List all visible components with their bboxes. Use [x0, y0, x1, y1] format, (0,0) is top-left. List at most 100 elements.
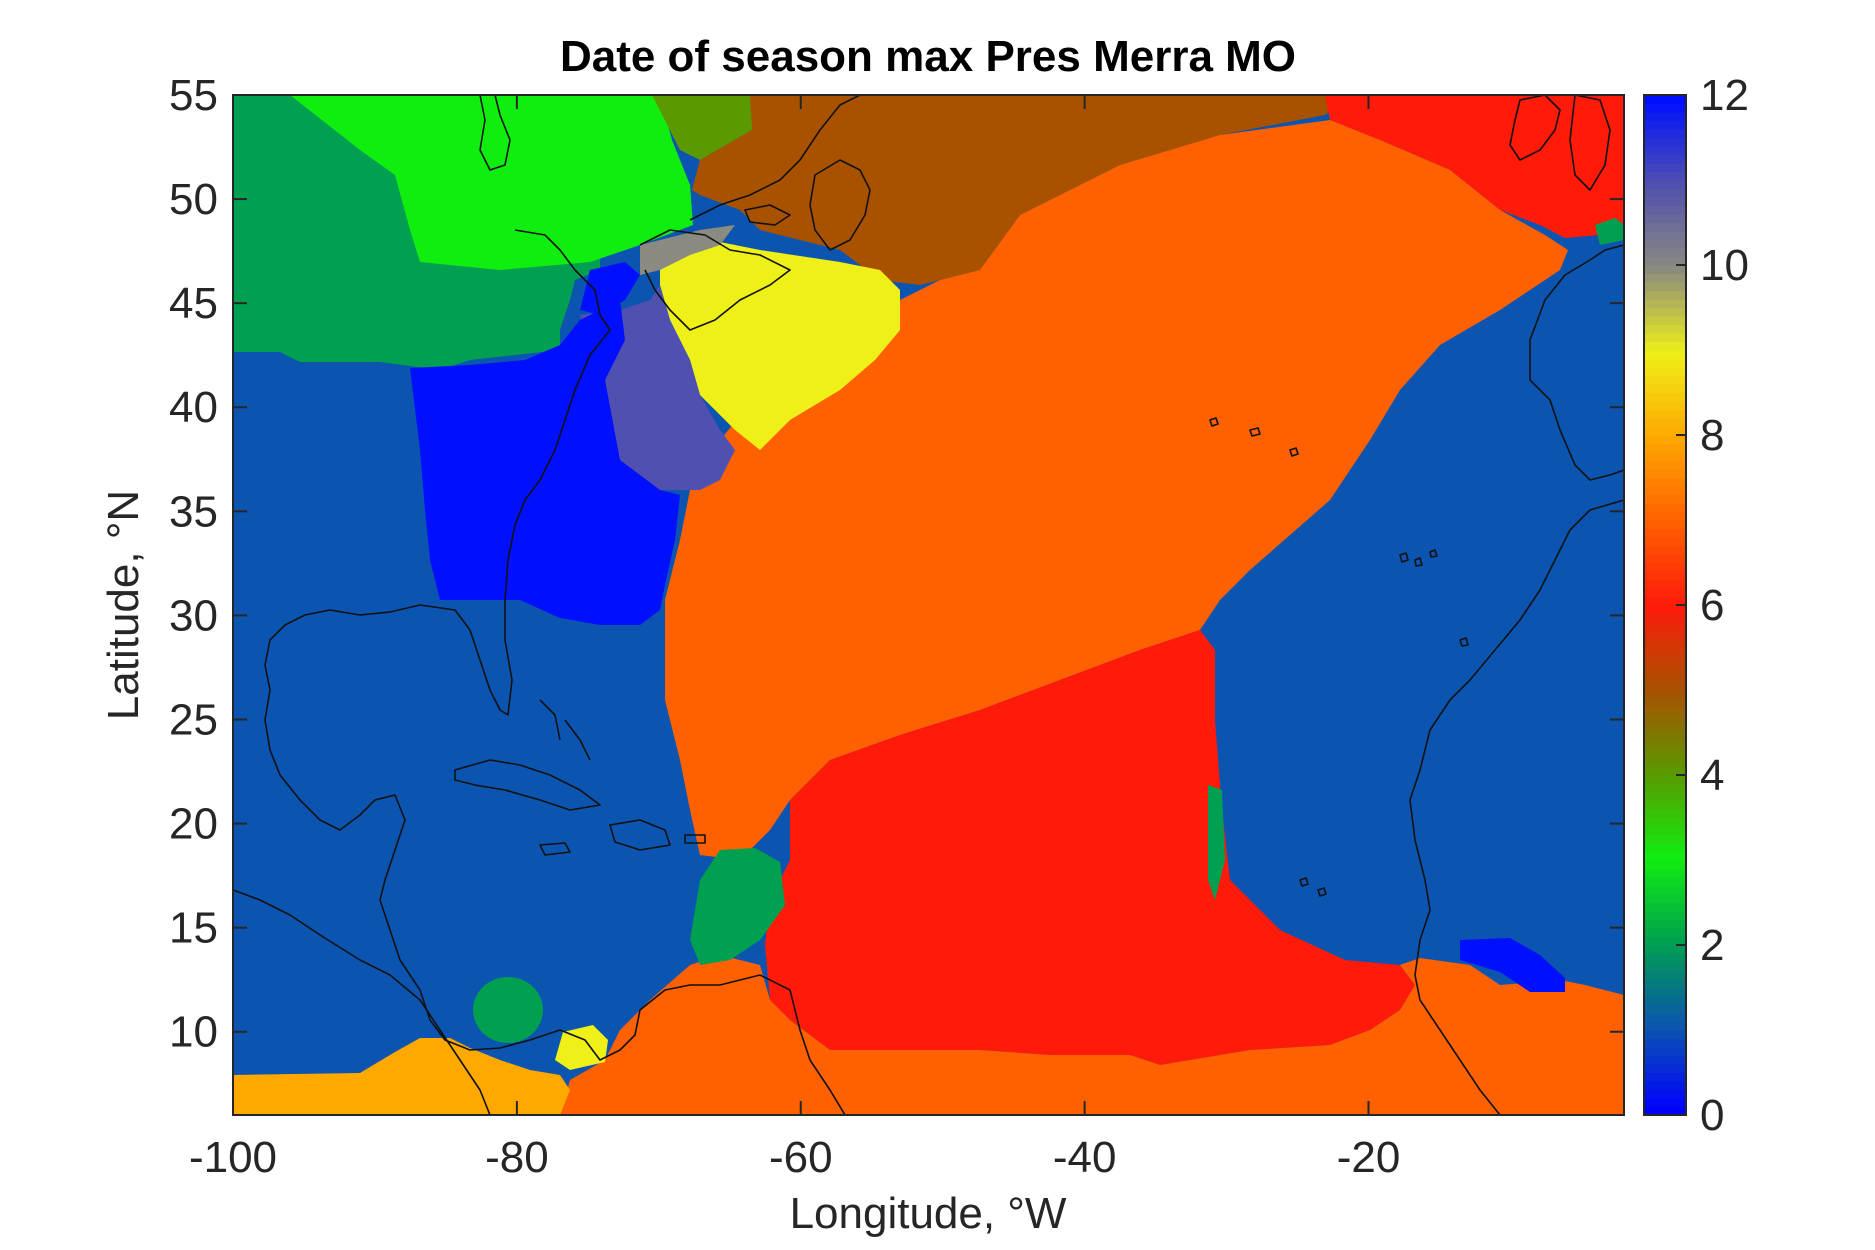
colorbar-band — [1644, 256, 1686, 266]
colorbar-band — [1644, 341, 1686, 351]
x-axis-label: Longitude, °W — [790, 1189, 1067, 1238]
colorbar-band — [1644, 987, 1686, 997]
x-axis: -100 -80 -60 -40 -20 — [189, 95, 1400, 1182]
colorbar-band — [1644, 817, 1686, 827]
colorbar-band — [1644, 418, 1686, 428]
colorbar-band — [1644, 392, 1686, 402]
colorbar-band — [1644, 1055, 1686, 1065]
colorbar-band — [1644, 460, 1686, 470]
colorbar-band — [1644, 324, 1686, 334]
colorbar-band — [1644, 239, 1686, 249]
colorbar-band — [1644, 953, 1686, 963]
colorbar-band — [1644, 996, 1686, 1006]
colorbar-band — [1644, 1047, 1686, 1057]
colorbar-band — [1644, 911, 1686, 921]
x-tick-label: -80 — [485, 1133, 549, 1182]
colorbar-band — [1644, 367, 1686, 377]
colorbar-band — [1644, 919, 1686, 929]
colorbar-band — [1644, 477, 1686, 487]
coastline-mexico — [233, 889, 491, 1115]
colorbar-band — [1644, 936, 1686, 946]
colorbar-band — [1644, 1081, 1686, 1091]
colorbar-band — [1644, 452, 1686, 462]
coastline-newfoundland — [809, 159, 871, 251]
y-tick-label: 25 — [169, 695, 218, 744]
colorbar-tick-label: 10 — [1700, 241, 1749, 290]
y-tick-label: 30 — [169, 591, 218, 640]
map-plot-area — [233, 95, 1624, 1115]
colorbar-band — [1644, 673, 1686, 683]
colorbar-band — [1644, 732, 1686, 742]
y-tick-label: 35 — [169, 487, 218, 536]
colorbar-band — [1644, 528, 1686, 538]
colorbar-band — [1644, 443, 1686, 453]
colorbar-band — [1644, 571, 1686, 581]
colorbar-band — [1644, 384, 1686, 394]
colorbar-band — [1644, 1030, 1686, 1040]
colorbar-band — [1644, 435, 1686, 445]
colorbar-band — [1644, 273, 1686, 283]
colorbar-band — [1644, 979, 1686, 989]
y-tick-label: 50 — [169, 175, 218, 224]
region-month-2-honduras — [473, 977, 543, 1043]
region-month-10-gulf-of-maine — [640, 225, 735, 275]
colorbar-band — [1644, 783, 1686, 793]
colorbar-band — [1644, 664, 1686, 674]
region-month-4-labrador — [652, 95, 760, 160]
coastline-british-isles — [1509, 95, 1611, 191]
region-month-7-central-atlantic — [665, 120, 1568, 860]
colorbar-band — [1644, 885, 1686, 895]
colorbar-band — [1644, 248, 1686, 258]
coastline-labrador — [689, 95, 861, 221]
colorbar-band — [1644, 622, 1686, 632]
colorbar-band — [1644, 970, 1686, 980]
colorbar-band — [1644, 1013, 1686, 1023]
colorbar-band — [1644, 809, 1686, 819]
region-month-8-central-america — [233, 1038, 570, 1115]
colorbar-tick-label: 8 — [1700, 411, 1724, 460]
coastline-st-lawrence — [744, 204, 791, 226]
y-tick-label: 45 — [169, 279, 218, 328]
colorbar-band — [1644, 749, 1686, 759]
colorbar-band — [1644, 537, 1686, 547]
colorbar-band — [1644, 222, 1686, 232]
colorbar-band — [1644, 775, 1686, 785]
colorbar-band — [1644, 188, 1686, 198]
colorbar-band — [1644, 520, 1686, 530]
colorbar-band — [1644, 426, 1686, 436]
region-month-3-north — [290, 95, 693, 270]
x-tick-label: -20 — [1337, 1133, 1401, 1182]
colorbar-band — [1644, 1021, 1686, 1031]
colorbar-band — [1644, 1064, 1686, 1074]
region-month-5-newfoundland — [692, 95, 1350, 285]
colorbar-tick-label: 2 — [1700, 921, 1724, 970]
x-tick-label: -100 — [189, 1133, 277, 1182]
colorbar-band — [1644, 282, 1686, 292]
colorbar-band — [1644, 205, 1686, 215]
colorbar-band — [1644, 95, 1686, 105]
coastline-bahamas — [539, 699, 591, 761]
coastline-north-america — [264, 229, 846, 1115]
y-tick-label: 40 — [169, 383, 218, 432]
colorbar-band — [1644, 962, 1686, 972]
colorbar-band — [1644, 758, 1686, 768]
colorbar-band — [1644, 358, 1686, 368]
region-month-7-south — [560, 955, 1624, 1115]
colorbar-band — [1644, 656, 1686, 666]
colorbar-band — [1644, 579, 1686, 589]
y-tick-label: 20 — [169, 800, 218, 849]
colorbar-band — [1644, 290, 1686, 300]
colorbar-band — [1644, 112, 1686, 122]
colorbar-band — [1644, 103, 1686, 113]
colorbar-band — [1644, 511, 1686, 521]
region-month-2-cape-verde-strip — [1208, 785, 1225, 900]
colorbar-band — [1644, 307, 1686, 317]
colorbar-band — [1644, 792, 1686, 802]
coastline-azores — [1209, 417, 1299, 457]
colorbar-band — [1644, 681, 1686, 691]
colorbar-band — [1644, 843, 1686, 853]
x-tick-label: -60 — [769, 1133, 833, 1182]
coastline-hispaniola — [609, 819, 671, 851]
colorbar-band — [1644, 613, 1686, 623]
coastlines — [233, 95, 1624, 1115]
